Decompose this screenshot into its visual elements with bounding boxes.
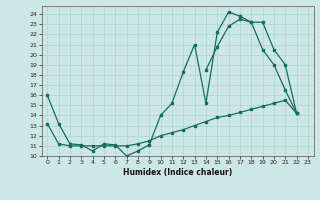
X-axis label: Humidex (Indice chaleur): Humidex (Indice chaleur) [123,168,232,177]
